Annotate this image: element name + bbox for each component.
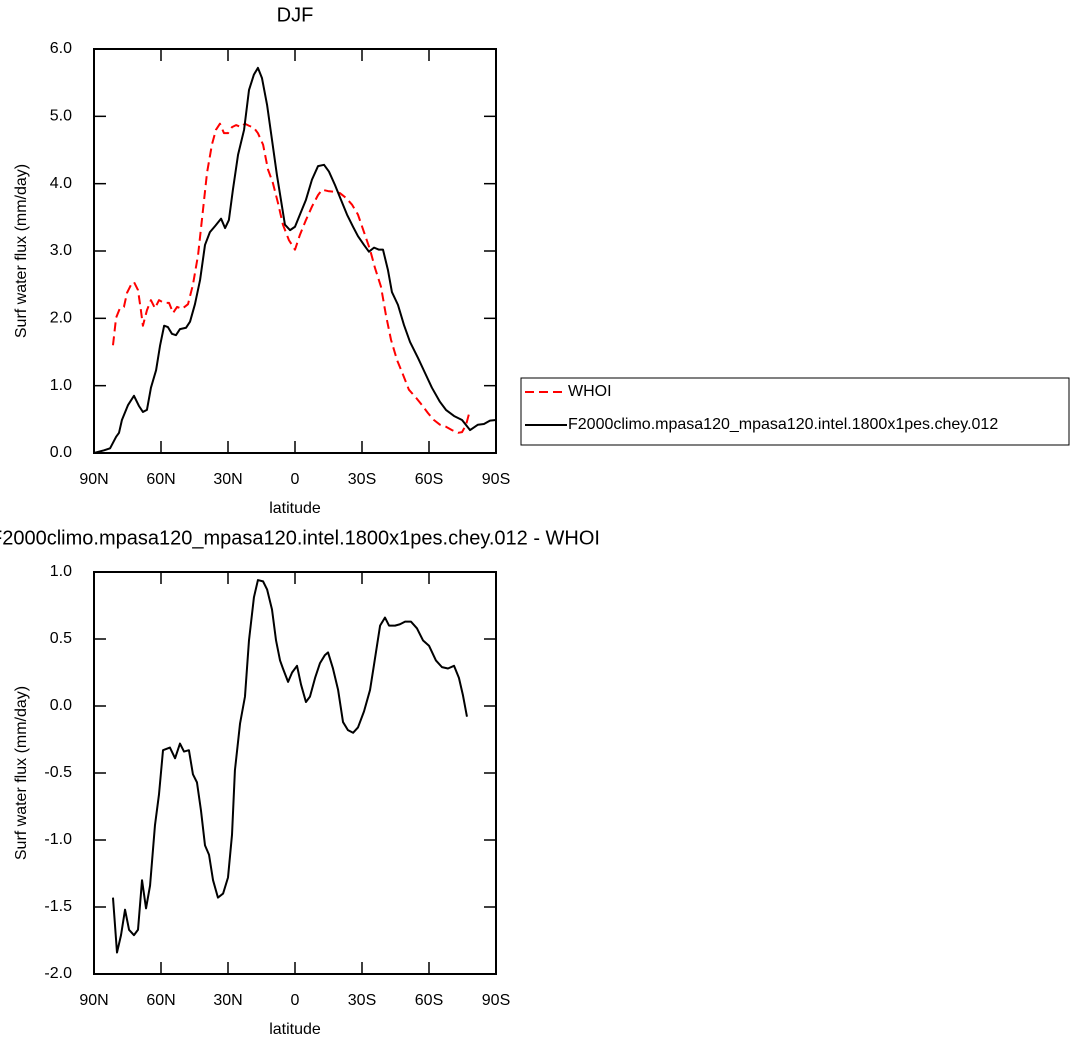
chart-panel: F2000climo.mpasa120_mpasa120.intel.1800x… xyxy=(0,527,600,1038)
plot-frame xyxy=(93,571,497,975)
y-tick-label: 4.0 xyxy=(50,175,72,192)
x-axis-label: latitude xyxy=(269,500,321,517)
y-tick-label: -0.5 xyxy=(44,764,72,781)
x-tick-label: 60N xyxy=(146,471,175,488)
y-tick-label: 3.0 xyxy=(50,242,72,259)
x-tick-label: 90S xyxy=(482,471,510,488)
x-tick-label: 60S xyxy=(415,992,443,1009)
x-tick-label: 30S xyxy=(348,992,376,1009)
legend: WHOI F2000climo.mpasa120_mpasa120.intel.1… xyxy=(520,377,1070,446)
y-axis-label: Surf water flux (mm/day) xyxy=(13,164,30,338)
y-tick-label: -2.0 xyxy=(44,965,72,982)
x-tick-label: 0 xyxy=(291,992,300,1009)
y-tick-label: 0.0 xyxy=(50,444,72,461)
chart-title: F2000climo.mpasa120_mpasa120.intel.1800x… xyxy=(0,527,600,549)
x-tick-label: 60N xyxy=(146,992,175,1009)
y-tick-label: 6.0 xyxy=(50,40,72,57)
x-tick-label: 0 xyxy=(291,471,300,488)
x-tick-label: 90N xyxy=(79,471,108,488)
legend-label: WHOI xyxy=(568,383,612,400)
x-tick-label: 90S xyxy=(482,992,510,1009)
x-tick-label: 90N xyxy=(79,992,108,1009)
y-tick-label: -1.0 xyxy=(44,831,72,848)
y-tick-label: 2.0 xyxy=(50,310,72,327)
legend-box xyxy=(520,377,1070,446)
data-line xyxy=(111,122,470,434)
y-tick-label: 1.0 xyxy=(50,377,72,394)
y-tick-label: -1.5 xyxy=(44,898,72,915)
x-axis-label: latitude xyxy=(269,1021,321,1038)
y-tick-label: 5.0 xyxy=(50,108,72,125)
y-tick-label: 1.0 xyxy=(50,563,72,580)
data-line xyxy=(93,66,497,454)
x-tick-label: 30N xyxy=(213,992,242,1009)
data-line xyxy=(111,579,468,954)
y-tick-label: 0.0 xyxy=(50,697,72,714)
x-tick-label: 30S xyxy=(348,471,376,488)
y-tick-label: 0.5 xyxy=(50,630,72,647)
plot-frame xyxy=(93,48,497,454)
y-axis-label: Surf water flux (mm/day) xyxy=(13,686,30,860)
x-tick-label: 30N xyxy=(213,471,242,488)
x-tick-label: 60S xyxy=(415,471,443,488)
chart-panel: DJF latitude Surf water flux (mm/day) 90N 60… xyxy=(13,4,510,517)
chart-title: DJF xyxy=(277,4,314,26)
legend-label: F2000climo.mpasa120_mpasa120.intel.1800x… xyxy=(568,416,998,433)
